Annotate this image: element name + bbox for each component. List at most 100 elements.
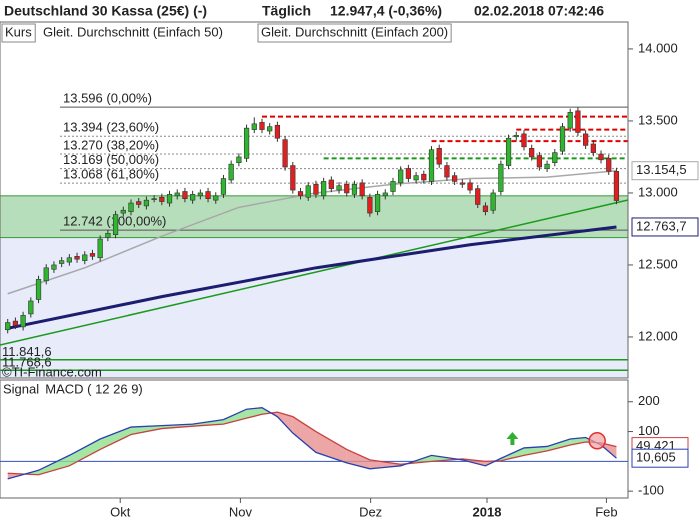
candle-body <box>467 182 473 191</box>
candle-body <box>351 184 358 195</box>
candle-body <box>213 195 219 201</box>
candle-body <box>151 198 157 201</box>
candle-body <box>143 199 150 207</box>
copyright: ©TI-Finance.com <box>2 364 102 379</box>
candle-body <box>321 181 327 197</box>
x-tick-label: Okt <box>110 504 131 519</box>
macd-fill <box>523 446 548 456</box>
candle-body <box>344 184 350 194</box>
sell-signal <box>588 432 606 450</box>
candle-body <box>66 257 72 263</box>
last-value-label: 12.763,7 <box>636 218 687 233</box>
macd-fill <box>223 409 247 425</box>
x-tick-label: Feb <box>595 504 617 519</box>
candle-body <box>290 165 296 191</box>
candle-body <box>59 260 65 264</box>
candle-body <box>82 254 88 261</box>
macd-line <box>7 407 617 480</box>
candle-body <box>374 194 381 212</box>
candle-body <box>243 127 250 159</box>
candle-body <box>390 181 396 192</box>
legend-box <box>257 23 452 43</box>
candle-body <box>274 124 281 139</box>
fib-label: 13.068 (61,80%) <box>63 167 159 182</box>
macd-fill <box>38 455 70 475</box>
header-quote: 12.947,4 (-0,36%) <box>330 3 442 19</box>
candle-body <box>367 196 373 214</box>
candle-body <box>305 185 311 198</box>
candle-body <box>590 143 596 153</box>
candle-body <box>567 111 573 129</box>
trendline <box>0 199 629 346</box>
x-tick-label: 2018 <box>473 504 502 519</box>
macd-fill <box>570 437 586 445</box>
candle-body <box>112 214 119 236</box>
lower-area <box>0 237 628 378</box>
candle-body <box>328 179 334 189</box>
y-tick-label: 100 <box>638 423 660 438</box>
candle-body <box>267 126 273 132</box>
candle-body <box>197 192 203 197</box>
candle-body <box>552 152 558 164</box>
candle-body <box>413 175 419 181</box>
y-tick-label: 14.000 <box>638 40 678 55</box>
candle-body <box>498 163 504 192</box>
candle-body <box>182 191 188 200</box>
candle-body <box>5 322 11 331</box>
y-tick-label: 12.000 <box>638 328 678 343</box>
macd-fill <box>100 427 131 450</box>
legend-entry: Kurs <box>5 24 32 39</box>
candle-body <box>12 320 19 326</box>
header-bg <box>0 0 700 22</box>
candle-body <box>228 163 234 181</box>
candle-body <box>120 209 126 214</box>
candle-body <box>74 256 80 260</box>
y-tick-label: 13.500 <box>638 112 678 127</box>
support-zone <box>0 195 629 239</box>
last-value-box <box>631 161 699 181</box>
candle-body <box>559 126 566 152</box>
candle-body <box>282 139 288 168</box>
y-tick-label: 12.500 <box>638 256 678 271</box>
candle-body <box>236 156 242 164</box>
candle-body <box>313 184 319 195</box>
candle-body <box>428 149 435 182</box>
candle-body <box>159 196 165 202</box>
panel-border <box>0 21 629 379</box>
fib-label: 13.394 (23,60%) <box>63 120 159 135</box>
y-tick-label: 13.000 <box>638 184 678 199</box>
candle-body <box>190 194 196 201</box>
fib-label: 13.270 (38,20%) <box>63 137 159 152</box>
candle-body <box>43 267 49 282</box>
last-value-box <box>631 217 699 237</box>
candle-body <box>544 163 550 169</box>
legend-entry: Signal <box>3 381 39 396</box>
last-value-label: 10,605 <box>636 450 676 465</box>
x-tick-label: Nov <box>229 504 253 519</box>
macd-fill <box>315 431 347 463</box>
candle-body <box>105 232 111 238</box>
candle-body <box>459 182 465 185</box>
last-value-box <box>631 448 689 468</box>
candle-body <box>613 171 620 201</box>
candle-body <box>297 191 304 197</box>
fib-label: 13.169 (50,00%) <box>63 152 159 167</box>
macd-fill <box>292 416 316 453</box>
candle-body <box>405 168 412 179</box>
macd-fill <box>277 412 293 434</box>
horizontal-line-label: 11.841,6 <box>2 344 52 359</box>
candle-body <box>452 175 458 182</box>
candle-body <box>259 122 265 130</box>
macd-fill <box>246 407 262 419</box>
y-tick-label: -100 <box>638 483 664 498</box>
candle-body <box>521 133 527 148</box>
candle-body <box>421 173 427 181</box>
x-tick-label: Dez <box>359 504 382 519</box>
macd-fill <box>130 425 162 435</box>
candle-body <box>536 155 542 168</box>
candle-body <box>359 182 365 197</box>
candle-body <box>575 110 581 133</box>
candle-body <box>475 188 481 205</box>
candle-body <box>174 192 180 197</box>
